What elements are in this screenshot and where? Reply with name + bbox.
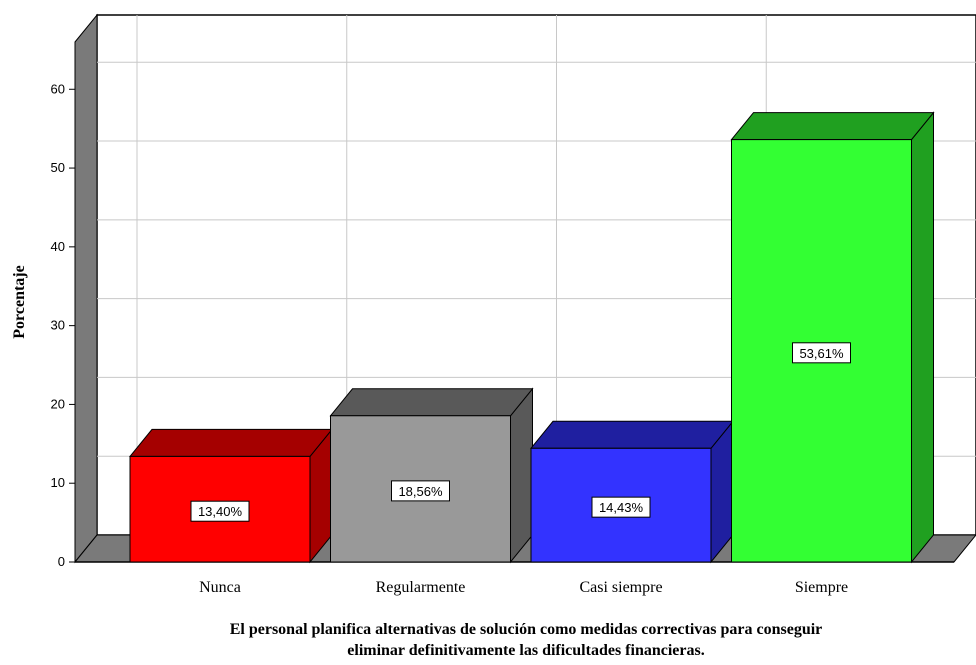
data-label: 14,43% (599, 500, 644, 515)
bar-side (911, 111, 934, 564)
x-category-label: Nunca (199, 579, 241, 596)
x-axis-title-line-2: eliminar definitivamente las dificultade… (347, 642, 704, 659)
bar-top (329, 388, 534, 417)
y-tick-label: 30 (51, 318, 65, 333)
data-label: 18,56% (398, 484, 443, 499)
x-category-label: Casi siempre (579, 579, 662, 596)
x-axis-title-line-1: El personal planifica alternativas de so… (230, 621, 823, 638)
y-axis-ticks: 0 10 20 30 40 50 60 (51, 81, 75, 569)
bar-casi-siempre: 14,43% (529, 419, 735, 564)
data-label-box (792, 342, 851, 364)
data-label-box (190, 500, 250, 522)
y-tick-label: 0 (58, 554, 65, 569)
data-label: 13,40% (198, 504, 243, 519)
y-tick-label: 10 (51, 475, 65, 490)
data-label-box (591, 496, 651, 518)
bar-siempre: 53,61% (730, 111, 935, 564)
bar-top (529, 420, 735, 449)
x-axis-category-labels: Nunca Regularmente Casi siempre Siempre (199, 579, 848, 596)
x-category-label: Siempre (795, 579, 848, 596)
left-wall (74, 13, 98, 564)
bars: 13,40% 18,56% 14,43% 53,61% (128, 111, 935, 564)
y-tick-label: 20 (51, 396, 65, 411)
data-label: 53,61% (799, 346, 844, 361)
y-tick-label: 40 (51, 239, 65, 254)
bar-regularmente: 18,56% (329, 387, 534, 564)
bar-nunca: 13,40% (128, 428, 334, 564)
y-axis-title: Porcentaje (11, 265, 28, 338)
bar-side (510, 387, 533, 564)
x-category-label: Regularmente (376, 579, 466, 596)
data-label-box (391, 480, 450, 502)
bar-top (730, 112, 935, 141)
bar-top (128, 428, 334, 457)
y-tick-label: 60 (51, 81, 65, 96)
y-tick-label: 50 (51, 160, 65, 175)
